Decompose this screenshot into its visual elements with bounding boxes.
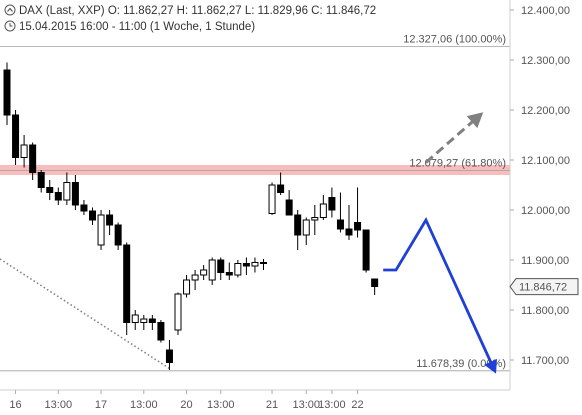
chart-header-line-2: 15.04.2015 16:00 - 11:00 (1 Woche, 1 Stu…	[0, 20, 255, 33]
x-tick-label: 21	[266, 399, 278, 411]
candle-body	[336, 219, 344, 230]
candle-body	[37, 172, 45, 188]
candle-body	[106, 214, 114, 226]
candle-body	[302, 219, 310, 236]
fib-level-label: 11.678,39 (0.00%)	[416, 358, 506, 370]
y-tick-label: 12.300,00	[521, 55, 570, 67]
candle-body	[157, 322, 165, 341]
instrument-label: DAX (Last, XXP)	[19, 5, 105, 17]
candle-body	[311, 217, 319, 221]
candle-body	[225, 272, 233, 276]
candle-body	[319, 203, 327, 218]
x-tick-label: 13:00	[207, 399, 235, 411]
candle-body	[208, 259, 216, 281]
candle-body	[268, 184, 276, 214]
y-tick-label: 11.700,00	[521, 355, 569, 367]
candle-body	[54, 192, 62, 201]
candle-body	[277, 184, 285, 193]
candle-body	[63, 182, 71, 201]
y-tick-label: 11.800,00	[521, 305, 569, 317]
candle-body	[12, 114, 20, 158]
candle-body	[114, 224, 122, 246]
x-tick-label: 13:00	[45, 399, 73, 411]
candle-body	[294, 214, 302, 236]
candle-body	[89, 210, 96, 221]
x-tick-label: 17	[95, 399, 107, 411]
candle-body	[71, 182, 79, 206]
fib-level-label: 12.327,06 (100.00%)	[403, 33, 506, 45]
alt-projection-line	[424, 116, 479, 164]
candle-body	[328, 197, 336, 211]
ohlc-values: O: 11.862,27 H: 11.862,27 L: 11.829,96 C…	[107, 5, 377, 17]
candle-body	[29, 144, 37, 173]
current-price-tag	[509, 278, 579, 296]
candle-body	[3, 69, 11, 116]
projection-path	[383, 216, 496, 371]
candle-body	[183, 279, 191, 295]
candle-body	[345, 228, 353, 236]
candle-body	[251, 262, 259, 267]
candle-body	[285, 199, 293, 216]
candle-body	[242, 263, 250, 267]
x-tick-label: 22	[351, 399, 363, 411]
projection-arrowhead	[484, 358, 497, 374]
period-label: 15.04.2015 16:00 - 11:00 (1 Woche, 1 Stu…	[19, 21, 256, 33]
candle-body	[46, 187, 54, 193]
candle-body	[200, 269, 208, 276]
candle-body	[165, 349, 173, 363]
current-price-label: 11.846,72	[519, 282, 567, 294]
candle-body	[20, 144, 28, 158]
candle-body	[174, 293, 182, 331]
candle-body	[80, 204, 88, 212]
candle-body	[148, 318, 156, 323]
collapse-icon[interactable]	[4, 4, 16, 16]
candle-body	[354, 222, 362, 231]
y-tick-label: 12.100,00	[521, 155, 570, 167]
y-tick-label: 12.400,00	[521, 5, 570, 17]
x-tick-label: 16	[9, 399, 21, 411]
trend-line	[0, 258, 170, 370]
x-tick-label: 13:00	[292, 399, 320, 411]
candle-body	[234, 263, 242, 276]
fib-level-label: 12.079,27 (61.80%)	[409, 157, 506, 169]
candle-body	[123, 244, 131, 323]
y-tick-label: 12.200,00	[521, 105, 570, 117]
candle-body	[260, 262, 267, 264]
candle-body	[362, 229, 370, 271]
chart-header-line-1: DAX (Last, XXP) O: 11.862,27 H: 11.862,2…	[0, 4, 376, 17]
y-tick-label: 11.900,00	[521, 255, 569, 267]
candle-body	[140, 318, 148, 323]
candle-body	[131, 314, 139, 323]
x-tick-label: 13:00	[130, 399, 158, 411]
x-tick-label: 13:00	[318, 399, 346, 411]
candle-body	[97, 214, 105, 246]
x-tick-label: 20	[180, 399, 192, 411]
candle-body	[371, 278, 379, 287]
alt-projection-arrowhead	[466, 112, 484, 129]
y-tick-label: 12.000,00	[521, 205, 570, 217]
clock-icon	[4, 20, 16, 32]
candle-body	[217, 259, 225, 273]
candle-body	[191, 274, 199, 281]
